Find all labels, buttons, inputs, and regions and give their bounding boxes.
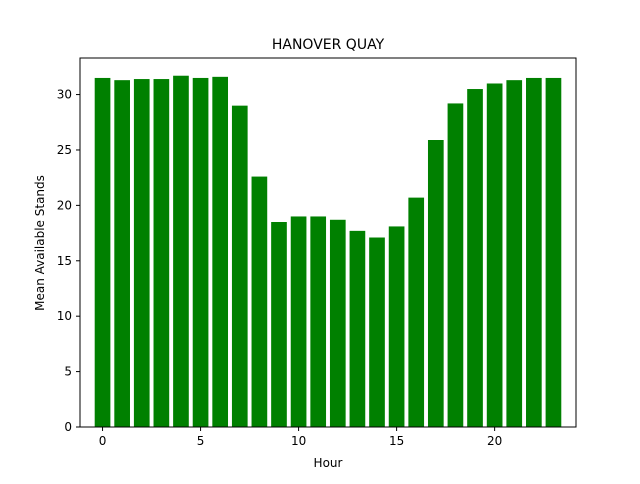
y-tick-label: 15 xyxy=(57,254,72,268)
x-axis-label: Hour xyxy=(314,456,343,470)
bar-hour-2 xyxy=(133,79,150,428)
bar-hour-3 xyxy=(153,79,170,428)
x-tick-label: 20 xyxy=(487,434,502,448)
bar-hour-10 xyxy=(290,216,307,427)
bar-hour-1 xyxy=(114,80,130,427)
y-tick-label: 20 xyxy=(57,198,72,212)
bar-hour-0 xyxy=(94,77,111,427)
bar-hour-22 xyxy=(526,77,542,427)
bar-hour-17 xyxy=(427,140,444,427)
axes-layer: 0 5 10 15 20 0 5 10 15 20 25 30 xyxy=(57,57,577,448)
bar-hour-11 xyxy=(310,216,327,427)
bar-hour-20 xyxy=(486,83,503,428)
bar-hour-13 xyxy=(349,230,366,427)
bar-hour-18 xyxy=(447,103,464,428)
bar-hour-23 xyxy=(545,77,562,427)
y-tick-label: 30 xyxy=(57,88,72,102)
bar-hour-14 xyxy=(369,237,385,427)
x-tick-label: 15 xyxy=(389,434,404,448)
y-tick-label: 0 xyxy=(64,420,72,434)
plot-frame xyxy=(79,57,577,428)
bar-hour-7 xyxy=(231,105,248,428)
y-tick-label: 10 xyxy=(57,309,72,323)
bar-hour-4 xyxy=(173,75,189,427)
bars-layer xyxy=(94,75,562,428)
bar-hour-8 xyxy=(251,176,268,427)
bar-hour-9 xyxy=(271,222,287,427)
bar-hour-16 xyxy=(408,197,425,427)
x-tick-label: 10 xyxy=(291,434,306,448)
chart-title: HANOVER QUAY xyxy=(272,37,385,53)
bar-hour-21 xyxy=(506,80,523,427)
bar-hour-5 xyxy=(192,77,209,427)
y-axis-label: Mean Available Stands xyxy=(33,175,47,311)
y-tick-label: 25 xyxy=(57,143,72,157)
bar-hour-15 xyxy=(388,226,405,427)
bar-hour-6 xyxy=(212,76,229,427)
bar-hour-19 xyxy=(467,89,483,427)
bar-hour-12 xyxy=(329,219,346,427)
x-tick-label: 0 xyxy=(99,434,107,448)
x-tick-label: 5 xyxy=(197,434,205,448)
y-tick-label: 5 xyxy=(64,365,72,379)
